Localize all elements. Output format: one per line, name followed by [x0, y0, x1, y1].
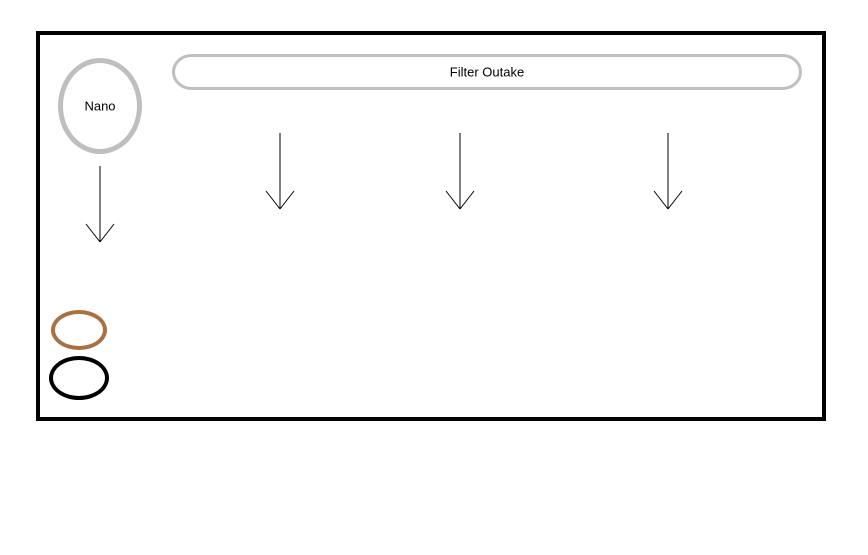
- black-ellipse: [49, 356, 109, 400]
- arrow-2: [444, 132, 476, 210]
- arrow-3: [652, 132, 684, 210]
- arrow-1: [264, 132, 296, 210]
- brown-ellipse: [51, 310, 107, 350]
- diagram-canvas: Nano Filter Outake: [0, 0, 868, 555]
- arrow-nano: [84, 165, 116, 243]
- filter-outake-label: Filter Outake: [450, 65, 524, 80]
- nano-label: Nano: [84, 99, 115, 114]
